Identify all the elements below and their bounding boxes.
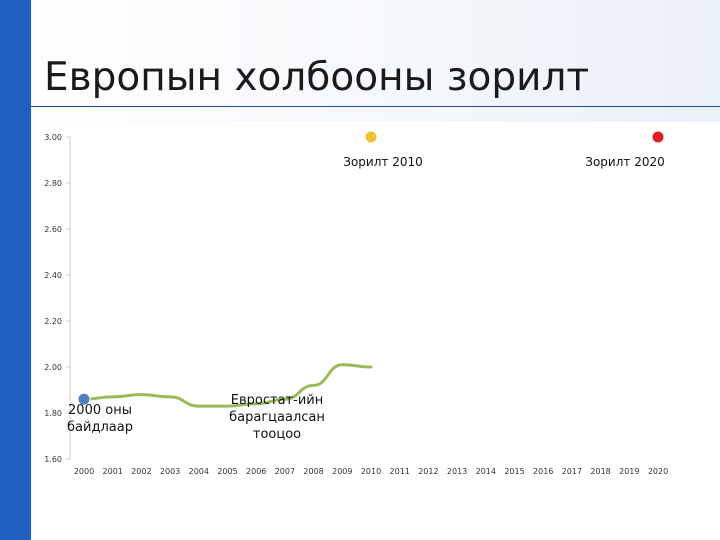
y-tick-label: 2.80 xyxy=(44,179,62,188)
x-tick-label: 2019 xyxy=(619,467,639,476)
y-tick-label: 2.20 xyxy=(44,317,62,326)
x-tick-label: 2003 xyxy=(160,467,180,476)
x-tick-label: 2012 xyxy=(418,467,438,476)
x-tick-label: 2008 xyxy=(303,467,323,476)
y-tick-label: 1.60 xyxy=(44,455,62,464)
y-tick-label: 3.00 xyxy=(44,133,62,142)
x-tick-label: 2016 xyxy=(533,467,553,476)
side-accent-bar xyxy=(0,0,31,540)
x-tick-label: 2017 xyxy=(562,467,582,476)
baseline-annotation: 2000 оны байдлаар xyxy=(67,403,133,435)
x-tick-label: 2002 xyxy=(131,467,151,476)
x-tick-label: 2001 xyxy=(103,467,123,476)
x-tick-label: 2015 xyxy=(504,467,524,476)
target-2010-marker xyxy=(364,130,378,144)
series-line xyxy=(82,363,373,408)
target-2010-annotation: Зорилт 2010 xyxy=(343,155,422,169)
y-tick-label: 1.80 xyxy=(44,409,62,418)
x-tick-label: 2009 xyxy=(332,467,352,476)
y-tick-label: 2.60 xyxy=(44,225,62,234)
x-tick-label: 2014 xyxy=(476,467,496,476)
target-2020-marker xyxy=(651,130,665,144)
x-tick-label: 2007 xyxy=(275,467,295,476)
x-tick-label: 2000 xyxy=(74,467,94,476)
slide-title: Европын холбооны зорилт xyxy=(44,55,590,100)
x-tick-label: 2013 xyxy=(447,467,467,476)
y-tick-label: 2.00 xyxy=(44,363,62,372)
x-tick-label: 2005 xyxy=(217,467,237,476)
baseline-marker xyxy=(77,392,91,406)
title-underline xyxy=(31,106,720,107)
x-tick-label: 2006 xyxy=(246,467,266,476)
target-2020-annotation: Зорилт 2020 xyxy=(585,155,664,169)
x-tick-label: 2020 xyxy=(648,467,668,476)
x-tick-label: 2018 xyxy=(590,467,610,476)
y-tick-label: 2.40 xyxy=(44,271,62,280)
title-bar xyxy=(0,0,720,122)
x-tick-label: 2011 xyxy=(390,467,410,476)
x-tick-label: 2004 xyxy=(189,467,209,476)
eurostat-annotation: Евростат-ийн барагцаалсан тооцоо xyxy=(229,393,325,442)
x-tick-label: 2010 xyxy=(361,467,381,476)
